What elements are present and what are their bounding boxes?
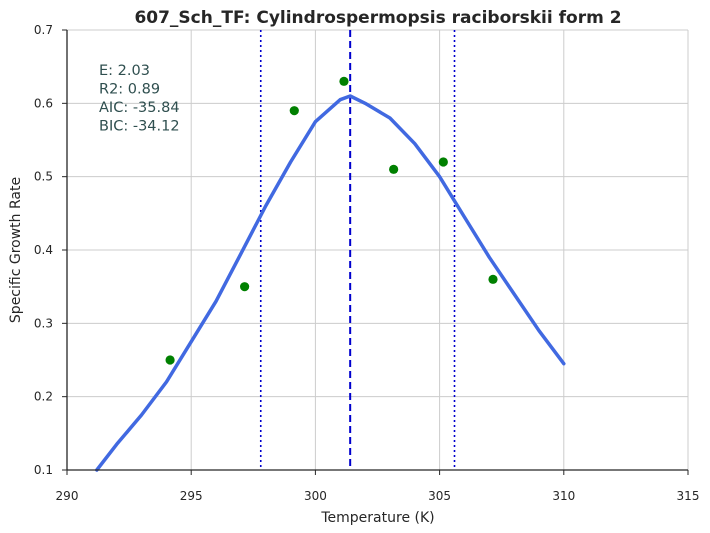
x-tick-label-0: 290 <box>56 489 79 503</box>
x-tick-label-4: 310 <box>552 489 575 503</box>
data-point-5 <box>438 157 448 167</box>
x-tick-label-1: 295 <box>180 489 203 503</box>
axes <box>62 29 689 475</box>
data-point-1 <box>240 282 250 292</box>
tick-labels: 290 295 300 305 310 315 0.1 0.2 0.3 0.4 0.5 0.6 0.7 <box>34 23 700 503</box>
data-point-0 <box>165 355 175 365</box>
fit-statistics: E: 2.03 R2: 0.89 AIC: -35.84 BIC: -34.12 <box>99 63 180 135</box>
data-point-4 <box>389 164 399 174</box>
x-tick-label-2: 300 <box>304 489 327 503</box>
x-tick-label-3: 305 <box>428 489 451 503</box>
y-tick-label-6: 0.7 <box>34 23 53 37</box>
stat-line-1: R2: 0.89 <box>99 82 160 98</box>
data-point-3 <box>339 76 349 86</box>
stat-line-2: AIC: -35.84 <box>99 100 180 116</box>
y-tick-label-5: 0.6 <box>34 96 53 110</box>
stat-line-0: E: 2.03 <box>99 63 150 79</box>
x-axis-label: Temperature (K) <box>320 510 434 526</box>
fit-curve <box>95 94 566 472</box>
data-point-6 <box>488 274 498 284</box>
y-tick-label-1: 0.2 <box>34 390 53 404</box>
y-axis-label: Specific Growth Rate <box>8 177 24 323</box>
y-tick-label-0: 0.1 <box>34 463 53 477</box>
y-tick-label-2: 0.3 <box>34 316 53 330</box>
grid <box>66 29 689 471</box>
y-tick-label-4: 0.5 <box>34 170 53 184</box>
x-tick-label-5: 315 <box>677 489 700 503</box>
chart-title: 607_Sch_TF: Cylindrospermopsis raciborsk… <box>134 8 621 28</box>
stat-line-3: BIC: -34.12 <box>99 119 180 135</box>
vertical-lines <box>259 30 456 470</box>
y-tick-label-3: 0.4 <box>34 243 53 257</box>
data-points <box>165 76 498 365</box>
fit-curve-layer <box>95 94 566 472</box>
data-point-2 <box>289 106 299 116</box>
